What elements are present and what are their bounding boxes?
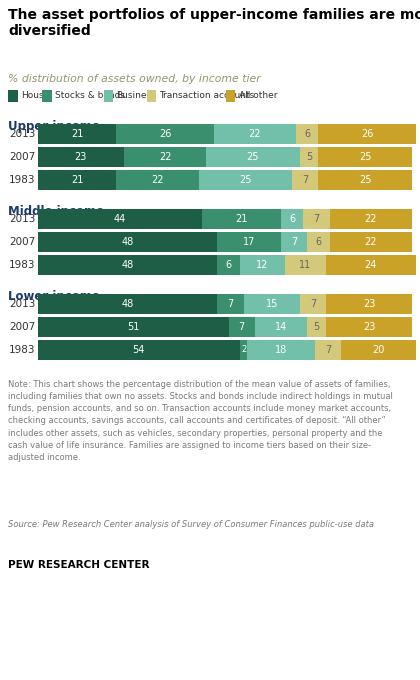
Text: The asset portfolios of upper-income families are more
diversified: The asset portfolios of upper-income fam… bbox=[8, 8, 420, 38]
Text: 5: 5 bbox=[306, 152, 312, 162]
Text: 1983: 1983 bbox=[9, 260, 36, 270]
Text: 14: 14 bbox=[275, 322, 287, 332]
Text: Transaction accounts: Transaction accounts bbox=[159, 92, 255, 101]
Text: Middle income: Middle income bbox=[8, 205, 105, 218]
Text: 24: 24 bbox=[365, 260, 377, 270]
Text: 6: 6 bbox=[304, 129, 310, 139]
Text: 7: 7 bbox=[325, 345, 331, 355]
Text: 7: 7 bbox=[310, 299, 316, 309]
Text: 48: 48 bbox=[121, 237, 134, 247]
Text: 23: 23 bbox=[75, 152, 87, 162]
Text: 48: 48 bbox=[121, 260, 134, 270]
Text: 23: 23 bbox=[363, 322, 375, 332]
Text: Business: Business bbox=[116, 92, 156, 101]
Text: 6: 6 bbox=[315, 237, 322, 247]
Text: 22: 22 bbox=[151, 175, 164, 185]
Text: House: House bbox=[21, 92, 49, 101]
Text: 1983: 1983 bbox=[9, 175, 36, 185]
Text: 25: 25 bbox=[359, 152, 372, 162]
Text: 11: 11 bbox=[299, 260, 312, 270]
Text: 1983: 1983 bbox=[9, 345, 36, 355]
Text: 25: 25 bbox=[247, 152, 259, 162]
Text: 7: 7 bbox=[302, 175, 309, 185]
Text: 5: 5 bbox=[313, 322, 320, 332]
Text: 51: 51 bbox=[127, 322, 139, 332]
Text: 2013: 2013 bbox=[9, 214, 36, 224]
Text: 22: 22 bbox=[365, 214, 377, 224]
Text: 7: 7 bbox=[227, 299, 234, 309]
Text: 17: 17 bbox=[243, 237, 255, 247]
Text: 7: 7 bbox=[239, 322, 245, 332]
Text: 15: 15 bbox=[265, 299, 278, 309]
Text: 26: 26 bbox=[159, 129, 171, 139]
Text: 25: 25 bbox=[359, 175, 372, 185]
Text: % distribution of assets owned, by income tier: % distribution of assets owned, by incom… bbox=[8, 74, 261, 84]
Text: 48: 48 bbox=[121, 299, 134, 309]
Text: 2: 2 bbox=[241, 345, 246, 354]
Text: 26: 26 bbox=[361, 129, 373, 139]
Text: 2007: 2007 bbox=[9, 322, 36, 332]
Text: 18: 18 bbox=[275, 345, 287, 355]
Text: 21: 21 bbox=[71, 129, 83, 139]
Text: 21: 21 bbox=[236, 214, 248, 224]
Text: 23: 23 bbox=[363, 299, 375, 309]
Text: 2013: 2013 bbox=[9, 299, 36, 309]
Text: 2013: 2013 bbox=[9, 129, 36, 139]
Text: 2007: 2007 bbox=[9, 152, 36, 162]
Text: 54: 54 bbox=[133, 345, 145, 355]
Text: 7: 7 bbox=[313, 214, 320, 224]
Text: Note: This chart shows the percentage distribution of the mean value of assets o: Note: This chart shows the percentage di… bbox=[8, 380, 393, 462]
Text: 25: 25 bbox=[239, 175, 252, 185]
Text: 22: 22 bbox=[249, 129, 261, 139]
Text: 21: 21 bbox=[71, 175, 83, 185]
Text: 6: 6 bbox=[289, 214, 295, 224]
Text: PEW RESEARCH CENTER: PEW RESEARCH CENTER bbox=[8, 560, 150, 570]
Text: Stocks & bonds: Stocks & bonds bbox=[55, 92, 125, 101]
Text: Upper income: Upper income bbox=[8, 120, 100, 133]
Text: 2007: 2007 bbox=[9, 237, 36, 247]
Text: 12: 12 bbox=[256, 260, 268, 270]
Text: Lower income: Lower income bbox=[8, 290, 100, 303]
Text: Source: Pew Research Center analysis of Survey of Consumer Finances public-use d: Source: Pew Research Center analysis of … bbox=[8, 520, 374, 529]
Text: 22: 22 bbox=[365, 237, 377, 247]
Text: 20: 20 bbox=[372, 345, 385, 355]
Text: 7: 7 bbox=[291, 237, 297, 247]
Text: 22: 22 bbox=[159, 152, 171, 162]
Text: 44: 44 bbox=[114, 214, 126, 224]
Text: 6: 6 bbox=[226, 260, 232, 270]
Text: All other: All other bbox=[239, 92, 277, 101]
